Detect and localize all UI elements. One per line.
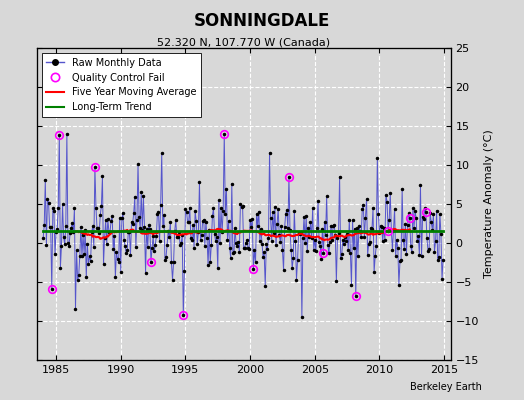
Text: Berkeley Earth: Berkeley Earth (410, 382, 482, 392)
Legend: Raw Monthly Data, Quality Control Fail, Five Year Moving Average, Long-Term Tren: Raw Monthly Data, Quality Control Fail, … (41, 53, 201, 117)
Text: SONNINGDALE: SONNINGDALE (194, 12, 330, 30)
Title: 52.320 N, 107.770 W (Canada): 52.320 N, 107.770 W (Canada) (157, 37, 330, 47)
Y-axis label: Temperature Anomaly (°C): Temperature Anomaly (°C) (484, 130, 495, 278)
